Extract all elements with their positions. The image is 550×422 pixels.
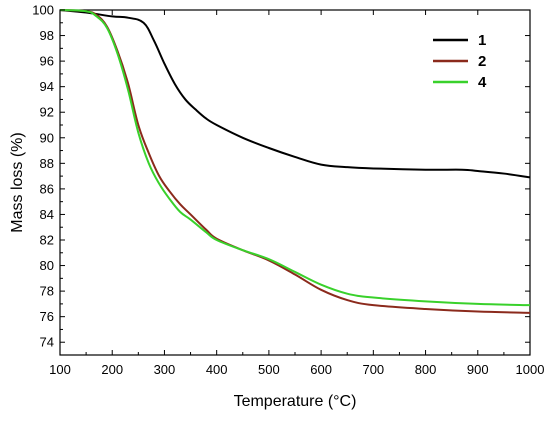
x-tick-label: 400	[206, 362, 228, 377]
legend-label-4: 4	[478, 74, 487, 91]
y-tick-label: 82	[40, 233, 54, 248]
legend-label-2: 2	[478, 53, 486, 70]
y-tick-label: 84	[40, 207, 54, 222]
series-line-1	[59, 9, 531, 179]
x-tick-label: 900	[467, 362, 489, 377]
series-layer	[59, 9, 531, 314]
series-line-4	[59, 9, 531, 307]
x-tick-label: 800	[415, 362, 437, 377]
y-tick-label: 76	[40, 309, 54, 324]
legend: 1 2 4	[433, 32, 487, 91]
y-tick-label: 78	[40, 284, 54, 299]
axes-layer: 100 200 300 400 500 600 700 800 900 1000 74 76 78 80 8…	[32, 3, 544, 378]
y-tick-label: 96	[40, 54, 54, 69]
x-tick-label: 500	[258, 362, 280, 377]
y-tick-label: 86	[40, 181, 54, 196]
y-tick-label: 80	[40, 258, 54, 273]
y-tick-label: 100	[32, 3, 54, 18]
y-axis-title: Mass loss (%)	[9, 132, 26, 232]
x-tick-label: 700	[362, 362, 384, 377]
x-tick-label: 200	[101, 362, 123, 377]
series-line-2	[59, 9, 531, 314]
y-tick-label: 74	[40, 335, 54, 350]
x-axis-title: Temperature (°C)	[234, 393, 357, 410]
x-tick-label: 300	[154, 362, 176, 377]
y-tick-label: 94	[40, 79, 54, 94]
y-tick-label: 88	[40, 156, 54, 171]
x-tick-label: 600	[310, 362, 332, 377]
x-tick-label: 100	[49, 362, 71, 377]
y-tick-label: 90	[40, 130, 54, 145]
legend-label-1: 1	[478, 32, 486, 49]
y-tick-label: 98	[40, 28, 54, 43]
y-tick-label: 92	[40, 105, 54, 120]
x-tick-label: 1000	[516, 362, 545, 377]
